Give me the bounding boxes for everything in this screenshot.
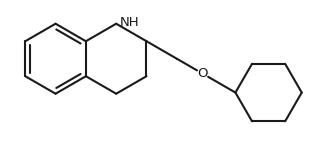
Text: NH: NH [120,16,140,29]
Text: O: O [197,67,208,80]
